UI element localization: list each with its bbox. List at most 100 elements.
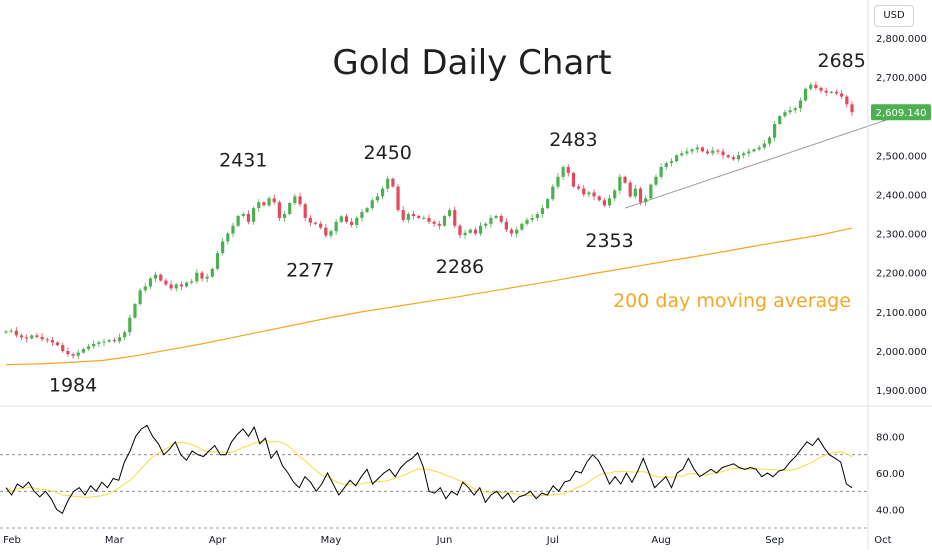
candle-body: [618, 176, 622, 191]
candle-body: [303, 204, 307, 218]
candle: [339, 215, 343, 224]
candle: [396, 184, 400, 212]
candle: [711, 146, 715, 156]
candle-body: [153, 274, 158, 279]
candle: [685, 147, 689, 156]
candle-body: [484, 223, 488, 226]
candle: [829, 90, 833, 94]
candle-body: [819, 87, 823, 91]
candle: [659, 163, 663, 180]
candle-body: [241, 214, 245, 216]
candle: [618, 173, 622, 195]
candle-body: [86, 346, 91, 350]
rsi-line: [5, 424, 853, 515]
candle: [623, 175, 627, 184]
candle: [174, 282, 178, 292]
candle: [107, 338, 111, 343]
candle: [592, 189, 596, 201]
candle: [530, 214, 534, 223]
candle-body: [25, 337, 29, 339]
candle: [638, 186, 643, 206]
time-tick-label: Aug: [651, 535, 671, 546]
candle: [773, 120, 777, 142]
candle-body: [592, 192, 596, 197]
candle-body: [623, 176, 627, 183]
candle-body: [9, 330, 13, 332]
candle: [226, 231, 230, 245]
candle: [556, 173, 560, 190]
candle: [66, 347, 70, 357]
candle: [473, 227, 478, 236]
candle: [123, 330, 127, 341]
candle: [499, 213, 503, 224]
candle-body: [597, 196, 601, 201]
last-price-badge: 2,609.140: [871, 104, 931, 121]
time-tick-label: Apr: [209, 535, 227, 546]
candle-body: [767, 137, 772, 144]
candle: [747, 148, 751, 157]
candle-body: [396, 186, 400, 211]
candle-body: [690, 149, 694, 152]
candle-body: [55, 342, 60, 346]
candle: [669, 158, 674, 167]
candle: [448, 207, 452, 218]
candle: [834, 89, 839, 96]
candle-body: [675, 155, 679, 162]
candle-body: [184, 282, 189, 287]
candle-body: [478, 225, 483, 234]
candle: [215, 250, 220, 271]
moving-average-layer: [5, 227, 853, 366]
price-annotation: 2286: [436, 256, 484, 278]
trendline-layer: [624, 113, 904, 209]
candle-body: [458, 225, 462, 236]
candle: [25, 334, 29, 343]
candle-body: [272, 198, 276, 203]
candle-body: [814, 84, 818, 88]
candle: [375, 192, 380, 203]
candle: [133, 302, 137, 319]
candle-body: [123, 332, 127, 338]
candle: [112, 337, 116, 344]
candle: [793, 106, 797, 114]
candle-body: [391, 178, 395, 187]
price-tick-label: 2,400.000: [876, 190, 927, 201]
candle: [267, 195, 271, 208]
candle-body: [282, 214, 287, 218]
candle: [633, 184, 637, 199]
candle-body: [401, 210, 405, 220]
candle: [587, 190, 591, 198]
candle-body: [530, 217, 534, 220]
candle: [303, 202, 307, 221]
candle-body: [231, 225, 235, 234]
time-axis[interactable]: Feb Mar Apr May Jun Jul Aug Sep Oct: [3, 535, 892, 546]
candle-body: [257, 202, 261, 209]
candle-body: [669, 161, 674, 164]
candle: [355, 216, 359, 229]
candle-body: [133, 304, 137, 318]
candle: [298, 192, 302, 207]
candle-body: [339, 216, 343, 222]
candle: [752, 148, 756, 153]
candle-body: [112, 340, 116, 342]
candle-body: [432, 221, 436, 224]
candle: [190, 278, 194, 285]
rsi-tick-label: 80.00: [876, 432, 905, 443]
time-tick-label: Oct: [874, 535, 891, 546]
ma200-line: [5, 227, 853, 366]
price-annotation: 2685: [818, 50, 866, 72]
candle-body: [215, 253, 220, 269]
candle: [783, 109, 787, 118]
price-tick-label: 2,700.000: [876, 73, 927, 84]
candle: [437, 220, 441, 230]
currency-selector[interactable]: USD: [874, 5, 914, 27]
candle-body: [628, 182, 632, 197]
candle-body: [840, 93, 844, 97]
candle-body: [540, 208, 545, 214]
candle: [370, 197, 374, 210]
candle: [288, 201, 292, 216]
candle-body: [664, 163, 668, 168]
candle-body: [829, 91, 833, 93]
candle-body: [422, 217, 426, 219]
candle: [675, 154, 679, 163]
